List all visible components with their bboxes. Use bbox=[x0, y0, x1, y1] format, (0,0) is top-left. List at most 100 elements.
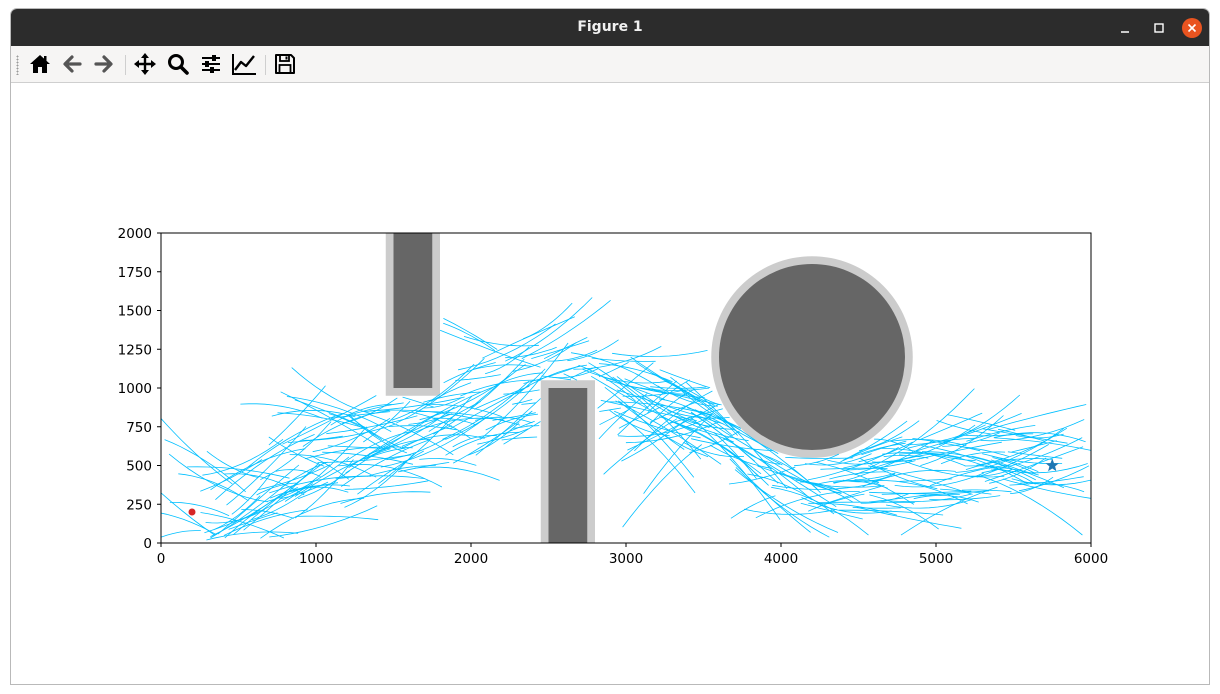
tree-branch bbox=[289, 454, 377, 478]
tree-branch bbox=[484, 346, 530, 375]
tree-branch bbox=[268, 385, 326, 446]
tree-branch bbox=[971, 455, 1036, 481]
window-title: Figure 1 bbox=[577, 19, 643, 35]
maximize-button[interactable] bbox=[1149, 18, 1169, 38]
tree-branch bbox=[380, 416, 488, 468]
obstacle-rect bbox=[393, 233, 433, 388]
tree-branch bbox=[856, 506, 962, 529]
toolbar-grip[interactable] bbox=[16, 55, 19, 75]
tree-branch bbox=[241, 509, 294, 519]
tree-branch bbox=[621, 416, 690, 462]
obstacle-circle bbox=[719, 264, 905, 450]
rrt-tree bbox=[161, 297, 1091, 541]
tree-branch bbox=[641, 395, 749, 442]
tree-branch bbox=[251, 487, 312, 521]
title-bar[interactable]: Figure 1 bbox=[11, 9, 1209, 46]
tree-branch bbox=[994, 437, 1091, 451]
maximize-icon bbox=[1154, 23, 1164, 33]
tree-branch bbox=[598, 362, 629, 378]
tree-branch bbox=[346, 431, 409, 462]
tree-branch bbox=[618, 405, 664, 429]
tree-branch bbox=[799, 481, 862, 504]
tree-branch bbox=[808, 493, 865, 512]
tree-branch bbox=[976, 444, 1049, 478]
tree-branch bbox=[521, 299, 611, 359]
edit-axes-button[interactable] bbox=[230, 51, 258, 77]
tree-branch bbox=[477, 428, 529, 445]
tree-branch bbox=[630, 356, 701, 403]
tree-branch bbox=[214, 495, 261, 530]
tree-branch bbox=[598, 363, 673, 383]
tree-branch bbox=[928, 452, 976, 461]
figure-canvas[interactable]: 0 1000 2000 3000 4000 5000 6000 0 250 500 750 1000… bbox=[11, 83, 1209, 685]
tree-branch bbox=[920, 415, 1004, 466]
tree-branch bbox=[961, 489, 1012, 493]
save-button[interactable] bbox=[271, 51, 299, 77]
tree-branch bbox=[378, 395, 473, 485]
tree-branch bbox=[503, 420, 535, 435]
tree-branch bbox=[739, 447, 781, 465]
x-tick-label: 1000 bbox=[299, 551, 333, 567]
minimize-button[interactable] bbox=[1115, 18, 1135, 38]
tree-branch bbox=[419, 458, 477, 466]
tree-branch bbox=[728, 466, 796, 485]
pan-button[interactable] bbox=[131, 51, 159, 77]
tree-branch bbox=[226, 426, 307, 506]
tree-branch bbox=[343, 402, 404, 418]
figure-window: Figure 1 bbox=[10, 8, 1210, 685]
rrt-plot[interactable]: 0 1000 2000 3000 4000 5000 6000 0 250 500 750 1000… bbox=[11, 83, 1209, 685]
tree-branch bbox=[460, 379, 541, 397]
x-tick-label: 4000 bbox=[764, 551, 798, 567]
tree-branch bbox=[883, 454, 929, 459]
tree-branch bbox=[256, 482, 296, 496]
tree-branch bbox=[755, 491, 860, 519]
tree-branch bbox=[604, 386, 695, 478]
tree-branch bbox=[210, 471, 312, 537]
tree-branch bbox=[161, 492, 215, 536]
tree-branch bbox=[833, 480, 879, 483]
tree-branch bbox=[735, 467, 830, 538]
tree-branch bbox=[861, 440, 907, 456]
tree-branch bbox=[505, 346, 557, 359]
tree-branch bbox=[868, 465, 973, 495]
close-button[interactable] bbox=[1182, 18, 1202, 38]
tree-branch bbox=[291, 367, 372, 415]
tree-branch bbox=[825, 485, 884, 504]
forward-button[interactable] bbox=[90, 51, 118, 77]
tree-branch bbox=[898, 452, 991, 469]
tree-branch bbox=[501, 436, 538, 441]
tree-branch bbox=[260, 497, 365, 539]
tree-branch bbox=[785, 457, 854, 459]
tree-branch bbox=[570, 352, 663, 390]
x-tick-label: 6000 bbox=[1074, 551, 1108, 567]
tree-branch bbox=[1002, 478, 1091, 499]
back-button[interactable] bbox=[58, 51, 86, 77]
tree-branch bbox=[1005, 432, 1086, 443]
tree-branch bbox=[178, 473, 249, 502]
tree-branch bbox=[619, 415, 696, 494]
tree-branch bbox=[582, 368, 669, 384]
tree-branch bbox=[827, 459, 881, 465]
tree-branch bbox=[643, 412, 714, 494]
tree-branch bbox=[161, 530, 201, 538]
tree-branch bbox=[899, 478, 953, 482]
tree-branch bbox=[860, 493, 910, 504]
tree-branch bbox=[869, 494, 939, 530]
tree-branch bbox=[485, 413, 539, 431]
home-button[interactable] bbox=[26, 51, 54, 77]
y-tick-label: 250 bbox=[126, 497, 152, 513]
tree-branch bbox=[357, 450, 424, 495]
tree-branch bbox=[327, 445, 391, 449]
tree-branch bbox=[760, 458, 837, 508]
tree-branch bbox=[993, 433, 1034, 439]
tree-branch bbox=[280, 391, 386, 451]
configure-subplots-button[interactable] bbox=[197, 51, 225, 77]
start-marker bbox=[188, 508, 196, 516]
tree-branch bbox=[659, 369, 711, 389]
tree-branch bbox=[891, 439, 967, 446]
tree-branch bbox=[161, 512, 217, 536]
zoom-button[interactable] bbox=[164, 51, 192, 77]
tree-branch bbox=[247, 412, 345, 468]
tree-branch bbox=[600, 399, 697, 421]
tree-branch bbox=[683, 441, 745, 458]
